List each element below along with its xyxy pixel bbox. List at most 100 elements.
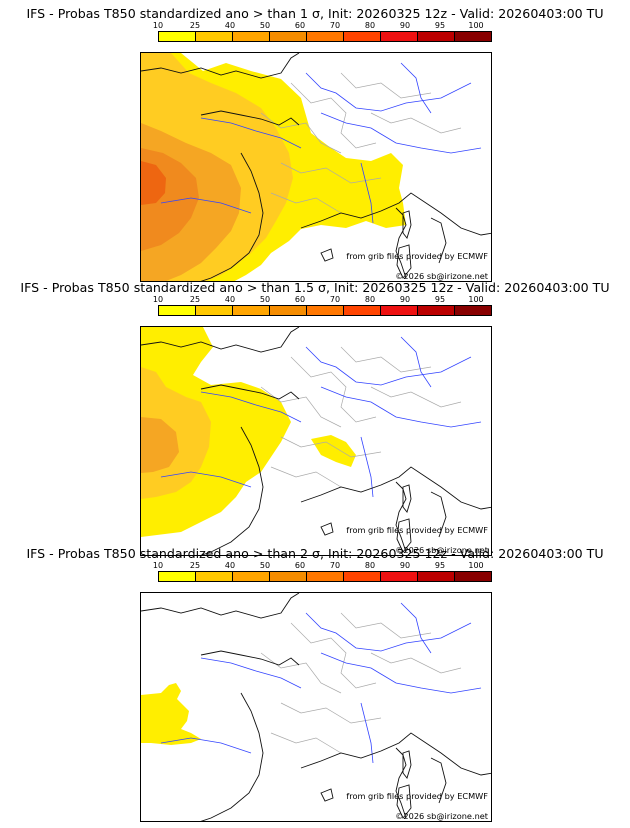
colorbar-label: 100 — [468, 295, 484, 304]
colorbar-label: 60 — [294, 561, 306, 570]
colorbar-swatch — [455, 32, 491, 41]
map: from grib files provided by ECMWF ©2026 … — [140, 592, 492, 822]
colorbar-swatch — [418, 572, 455, 581]
colorbar-label: 25 — [189, 21, 201, 30]
colorbar-label: 70 — [329, 21, 341, 30]
island-corsica — [402, 210, 412, 239]
colorbar-label: 100 — [468, 561, 484, 570]
colorbar-swatch — [196, 572, 233, 581]
colorbar-swatch — [418, 306, 455, 315]
colorbar-label: 40 — [224, 295, 236, 304]
credit-copyright: ©2026 sb@irizone.net — [395, 811, 488, 821]
map-svg — [141, 327, 491, 555]
colorbar-label: 25 — [189, 295, 201, 304]
colorbar-label: 70 — [329, 561, 341, 570]
colorbar — [158, 571, 492, 582]
colorbar-labels: 10 25 40 50 60 70 80 90 95 100 — [153, 561, 492, 571]
colorbar-swatch — [196, 306, 233, 315]
coastlines — [141, 53, 491, 281]
colorbar-label: 10 — [152, 21, 164, 30]
island-balearic — [320, 248, 334, 262]
colorbar-label: 80 — [364, 21, 376, 30]
colorbar-swatch — [455, 572, 491, 581]
colorbar-label: 90 — [399, 295, 411, 304]
prob-area-10 — [141, 683, 201, 745]
island-corsica — [402, 750, 412, 779]
credit-copyright: ©2026 sb@irizone.net — [395, 545, 488, 555]
colorbar-swatch — [270, 306, 307, 315]
colorbar-label: 100 — [468, 21, 484, 30]
colorbar-swatch — [159, 306, 196, 315]
colorbar-swatch — [233, 306, 270, 315]
internal-borders — [260, 72, 462, 214]
colorbar-label: 40 — [224, 561, 236, 570]
colorbar-label: 90 — [399, 561, 411, 570]
colorbar-label: 50 — [259, 21, 271, 30]
panel-1-sigma-1: IFS - Probas T850 standardized ano > tha… — [0, 6, 630, 282]
colorbar-label: 50 — [259, 561, 271, 570]
credit-copyright: ©2026 sb@irizone.net — [395, 271, 488, 281]
colorbar-swatch — [455, 306, 491, 315]
colorbar-swatch — [307, 32, 344, 41]
colorbar-swatch — [344, 32, 381, 41]
panel-2-sigma-1-5: IFS - Probas T850 standardized ano > tha… — [0, 280, 630, 556]
rivers — [160, 62, 482, 224]
colorbar-label: 90 — [399, 21, 411, 30]
map-svg — [141, 53, 491, 281]
panel-title: IFS - Probas T850 standardized ano > tha… — [26, 546, 604, 561]
colorbar-swatch — [344, 306, 381, 315]
internal-borders — [260, 612, 462, 754]
map-svg — [141, 593, 491, 821]
island-sardinia — [396, 784, 412, 819]
colorbar-label: 80 — [364, 561, 376, 570]
island-balearic — [320, 522, 334, 536]
colorbar-label: 25 — [189, 561, 201, 570]
map: from grib files provided by ECMWF ©2026 … — [140, 52, 492, 282]
colorbar-swatch — [381, 572, 418, 581]
colorbar-label: 95 — [434, 21, 446, 30]
prob-area-60 — [141, 161, 166, 205]
island-balearic — [320, 788, 334, 802]
island-sardinia — [396, 518, 412, 553]
colorbar-swatch — [344, 572, 381, 581]
colorbar-label: 80 — [364, 295, 376, 304]
rivers — [160, 602, 482, 764]
coastlines — [141, 327, 491, 555]
colorbar-swatch — [307, 572, 344, 581]
colorbar-swatch — [307, 306, 344, 315]
credit-source: from grib files provided by ECMWF — [346, 791, 488, 801]
internal-borders — [260, 346, 462, 488]
prob-area-40 — [141, 417, 179, 473]
colorbar-labels: 10 25 40 50 60 70 80 90 95 100 — [153, 21, 492, 31]
colorbar-swatch — [270, 32, 307, 41]
colorbar — [158, 31, 492, 42]
colorbar-label: 60 — [294, 295, 306, 304]
colorbar-swatch — [233, 32, 270, 41]
panel-title: IFS - Probas T850 standardized ano > tha… — [26, 6, 604, 21]
colorbar-labels: 10 25 40 50 60 70 80 90 95 100 — [153, 295, 492, 305]
prob-area-10b — [311, 435, 356, 467]
colorbar-label: 95 — [434, 561, 446, 570]
island-corsica — [402, 484, 412, 513]
colorbar-swatch — [159, 32, 196, 41]
colorbar-label: 40 — [224, 21, 236, 30]
colorbar-swatch — [381, 32, 418, 41]
colorbar-label: 95 — [434, 295, 446, 304]
coastlines — [141, 593, 491, 821]
panel-3-sigma-2: IFS - Probas T850 standardized ano > tha… — [0, 546, 630, 822]
colorbar-label: 10 — [152, 295, 164, 304]
panel-title: IFS - Probas T850 standardized ano > tha… — [20, 280, 610, 295]
rivers — [160, 336, 482, 498]
colorbar-label: 10 — [152, 561, 164, 570]
colorbar-swatch — [270, 572, 307, 581]
credit-source: from grib files provided by ECMWF — [346, 251, 488, 261]
colorbar — [158, 305, 492, 316]
colorbar-swatch — [381, 306, 418, 315]
colorbar-label: 60 — [294, 21, 306, 30]
colorbar-label: 50 — [259, 295, 271, 304]
colorbar-swatch — [196, 32, 233, 41]
credit-source: from grib files provided by ECMWF — [346, 525, 488, 535]
colorbar-swatch — [159, 572, 196, 581]
colorbar-label: 70 — [329, 295, 341, 304]
colorbar-swatch — [418, 32, 455, 41]
